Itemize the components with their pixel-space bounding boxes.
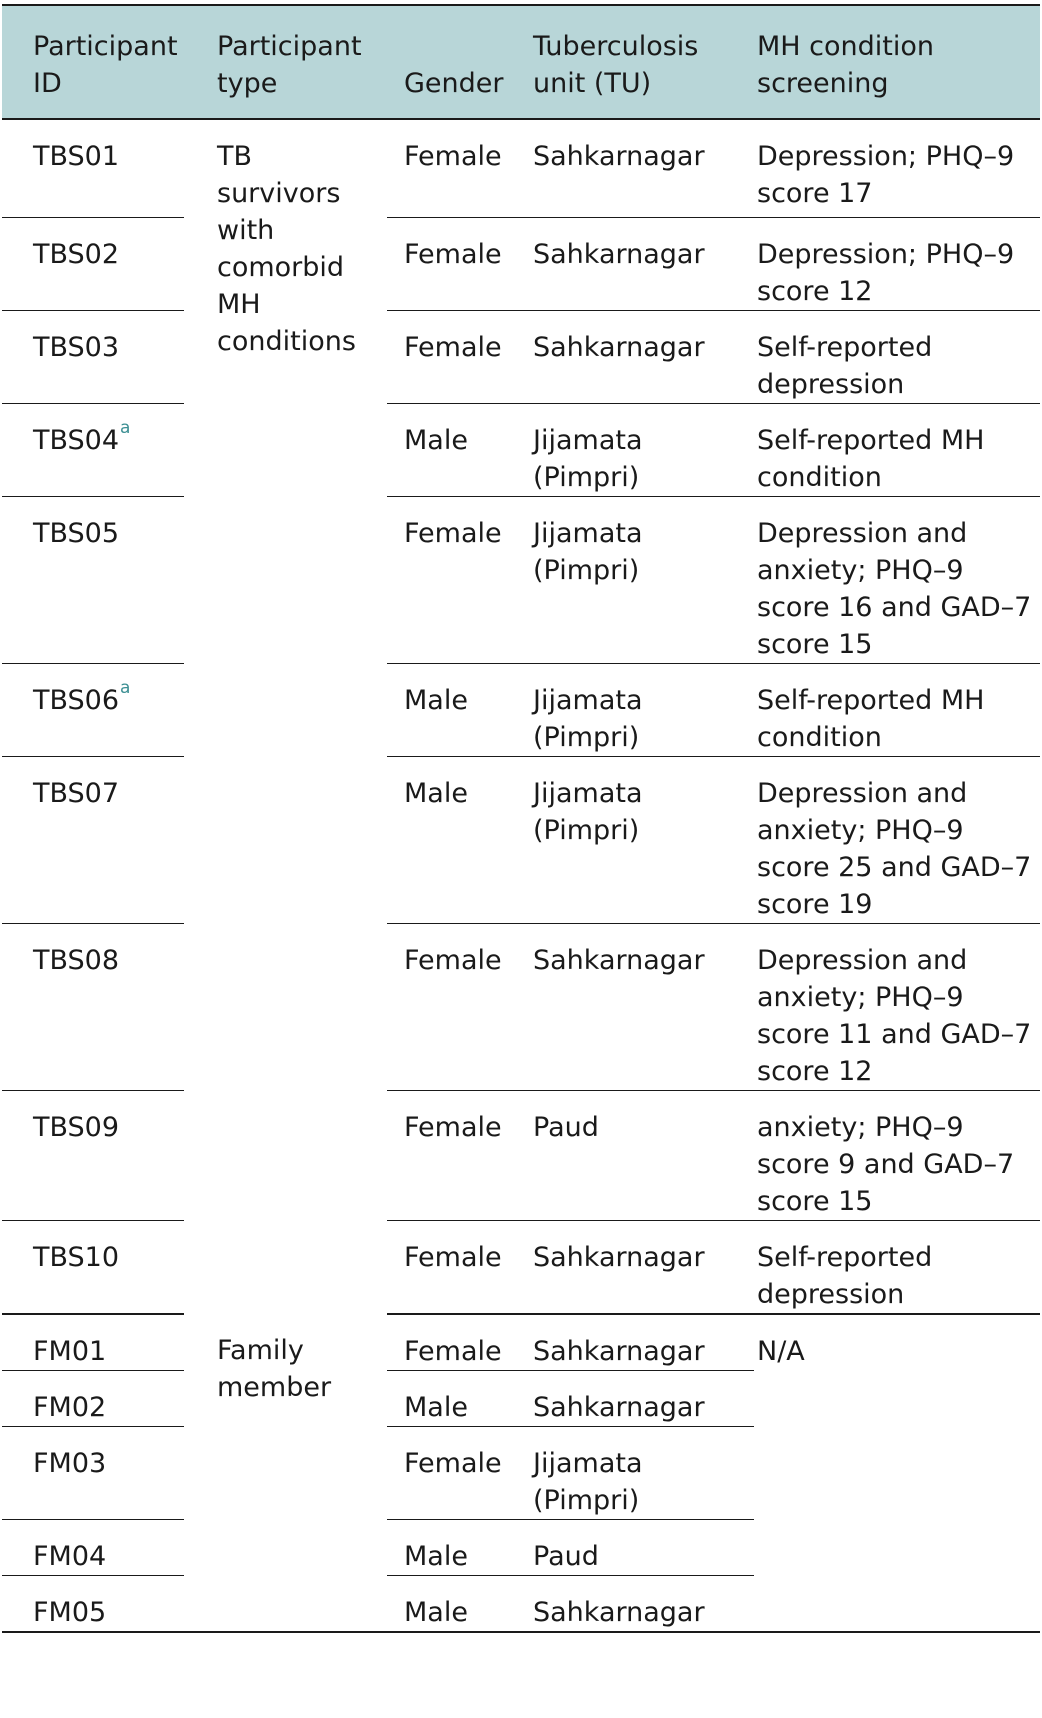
gender-cell: Female bbox=[387, 1090, 532, 1221]
header-gender: Gender bbox=[387, 4, 532, 120]
gender-cell: Male bbox=[387, 1370, 532, 1427]
table-row: TBS04a Male Jijamata (Pimpri) Self-repor… bbox=[2, 403, 1040, 497]
header-mh-screening: MH condition screening bbox=[754, 4, 1040, 120]
mh-cell: Self-reported MH condition bbox=[754, 403, 1040, 497]
header-tuberculosis-unit: Tuberculosis unit (TU) bbox=[532, 4, 754, 120]
header-row: Participant ID Participant type Gender T… bbox=[2, 4, 1040, 120]
mh-cell: Depression and anxiety; PHQ–9 score 11 a… bbox=[754, 923, 1040, 1091]
participant-id-cell: FM05 bbox=[2, 1575, 184, 1633]
gender-cell: Female bbox=[387, 217, 532, 311]
participants-table: Participant ID Participant type Gender T… bbox=[2, 4, 1040, 1633]
tu-cell: Jijamata (Pimpri) bbox=[532, 663, 754, 757]
mh-cell: Self-reported MH condition bbox=[754, 663, 1040, 757]
tu-cell: Sahkarnagar bbox=[532, 310, 754, 404]
participant-id-cell: FM01 bbox=[2, 1313, 184, 1371]
participant-id-cell: FM04 bbox=[2, 1519, 184, 1576]
mh-cell: Depression; PHQ–9 score 12 bbox=[754, 217, 1040, 311]
participant-id-cell: TBS08 bbox=[2, 923, 184, 1091]
tu-cell: Sahkarnagar bbox=[532, 923, 754, 1091]
mh-cell: Depression; PHQ–9 score 17 bbox=[754, 119, 1040, 218]
table-row: FM05 Male Sahkarnagar bbox=[2, 1575, 1040, 1633]
gender-cell: Female bbox=[387, 923, 532, 1091]
tu-cell: Jijamata (Pimpri) bbox=[532, 756, 754, 924]
table-row: FM03 Female Jijamata (Pimpri) bbox=[2, 1426, 1040, 1520]
tu-cell: Jijamata (Pimpri) bbox=[532, 496, 754, 664]
participant-id-cell: FM02 bbox=[2, 1370, 184, 1427]
gender-cell: Female bbox=[387, 119, 532, 218]
gender-cell: Male bbox=[387, 663, 532, 757]
tu-cell: Sahkarnagar bbox=[532, 1220, 754, 1315]
tu-cell: Sahkarnagar bbox=[532, 1575, 754, 1633]
table-row: FM01 Family member Female Sahkarnagar N/… bbox=[2, 1313, 1040, 1633]
participant-id-cell: FM03 bbox=[2, 1426, 184, 1520]
tu-cell: Paud bbox=[532, 1090, 754, 1221]
mh-cell: Self-reported depression bbox=[754, 310, 1040, 404]
tu-cell: Sahkarnagar bbox=[532, 1313, 754, 1371]
table-row: TBS05 Female Jijamata (Pimpri) Depressio… bbox=[2, 496, 1040, 664]
tu-cell: Jijamata (Pimpri) bbox=[532, 1426, 754, 1520]
header-participant-id: Participant ID bbox=[2, 4, 184, 120]
table-row: TBS01 TB survivors with comorbid MH cond… bbox=[2, 119, 1040, 357]
participant-type-family: Family member bbox=[184, 1313, 387, 1633]
participant-id-cell: TBS05 bbox=[2, 496, 184, 664]
participant-type-tb-survivors: TB survivors with comorbid MH conditions bbox=[217, 141, 356, 357]
participant-id-cell: TBS01 bbox=[2, 119, 184, 218]
table-row: TBS07 Male Jijamata (Pimpri) Depression … bbox=[2, 756, 1040, 924]
table-row: TBS02 Female Sahkarnagar Depression; PHQ… bbox=[2, 217, 1040, 311]
gender-cell: Female bbox=[387, 1426, 532, 1520]
table-row: FM04 Male Paud bbox=[2, 1519, 1040, 1576]
gender-cell: Female bbox=[387, 1313, 532, 1371]
gender-cell: Male bbox=[387, 1519, 532, 1576]
participant-id-cell: TBS09 bbox=[2, 1090, 184, 1221]
tu-cell: Sahkarnagar bbox=[532, 119, 754, 218]
mh-cell-family: N/A bbox=[754, 1313, 1040, 1633]
participant-id-cell: TBS04a bbox=[2, 403, 184, 497]
gender-cell: Male bbox=[387, 756, 532, 924]
table-row: TBS09 Female Paud anxiety; PHQ–9 score 9… bbox=[2, 1090, 1040, 1221]
header-participant-type: Participant type bbox=[184, 4, 387, 120]
gender-cell: Female bbox=[387, 1220, 532, 1315]
table-row: TBS06a Male Jijamata (Pimpri) Self-repor… bbox=[2, 663, 1040, 757]
mh-cell: Depression and anxiety; PHQ–9 score 25 a… bbox=[754, 756, 1040, 924]
gender-cell: Male bbox=[387, 403, 532, 497]
participant-id-cell: TBS02 bbox=[2, 217, 184, 311]
gender-cell: Female bbox=[387, 496, 532, 664]
gender-cell: Female bbox=[387, 310, 532, 404]
participant-id-cell: TBS03 bbox=[2, 310, 184, 404]
table-row: TBS03 Female Sahkarnagar Self-reported d… bbox=[2, 310, 1040, 404]
participant-id-cell: TBS07 bbox=[2, 756, 184, 924]
mh-cell: Self-reported depression bbox=[754, 1220, 1040, 1315]
tu-cell: Sahkarnagar bbox=[532, 1370, 754, 1427]
table-header: Participant ID Participant type Gender T… bbox=[2, 4, 1040, 120]
participant-id-cell: TBS10 bbox=[2, 1220, 184, 1315]
footnote-marker: a bbox=[120, 677, 131, 698]
footnote-marker: a bbox=[120, 417, 131, 438]
table-row: TBS10 Female Sahkarnagar Self-reported d… bbox=[2, 1220, 1040, 1315]
tu-cell: Paud bbox=[532, 1519, 754, 1576]
tu-cell: Jijamata (Pimpri) bbox=[532, 403, 754, 497]
participant-id-cell: TBS06a bbox=[2, 663, 184, 757]
table-body: TBS01 TB survivors with comorbid MH cond… bbox=[2, 119, 1040, 1633]
table-row: TBS08 Female Sahkarnagar Depression and … bbox=[2, 923, 1040, 1091]
mh-cell: Depression and anxiety; PHQ–9 score 16 a… bbox=[754, 496, 1040, 664]
tu-cell: Sahkarnagar bbox=[532, 217, 754, 311]
mh-cell: anxiety; PHQ–9 score 9 and GAD–7 score 1… bbox=[754, 1090, 1040, 1221]
gender-cell: Male bbox=[387, 1575, 532, 1633]
table-row: FM02 Male Sahkarnagar bbox=[2, 1370, 1040, 1427]
